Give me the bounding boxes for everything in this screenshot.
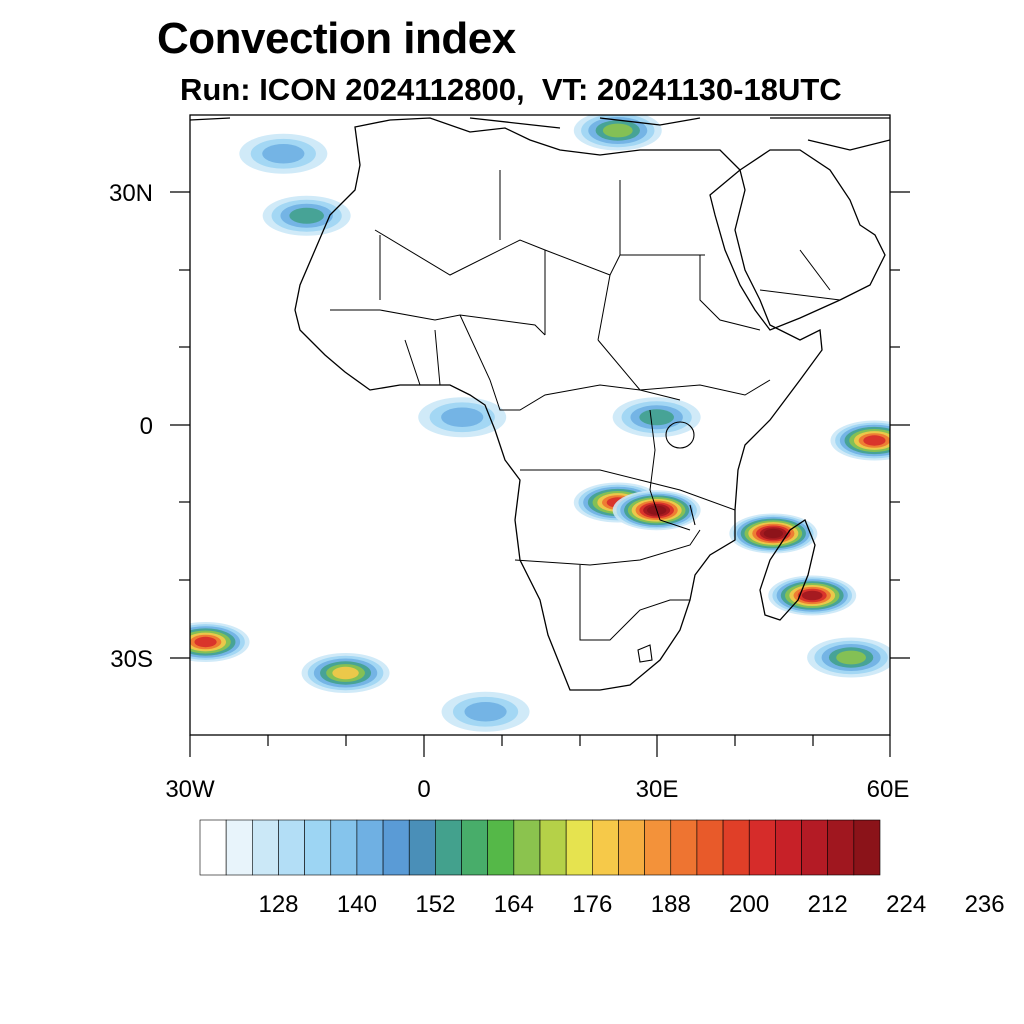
lat-label-30n: 30N <box>109 180 153 207</box>
colorbar-tick-label: 236 <box>965 891 1005 918</box>
colorbar-box <box>565 819 593 876</box>
convection-contour <box>801 590 823 601</box>
colorbar-box <box>853 819 881 876</box>
colorbar-box <box>775 819 802 876</box>
page-subtitle: Run: ICON 2024112800, VT: 20241130-18UTC <box>180 72 842 107</box>
country-borders <box>330 170 841 641</box>
convection-region <box>729 513 818 554</box>
colorbar-box <box>801 819 828 876</box>
convection-region <box>441 691 530 732</box>
convection-region <box>418 397 507 438</box>
colorbar-box <box>408 819 436 876</box>
convection-contour <box>194 636 217 648</box>
convection-contour <box>289 207 324 224</box>
latitude-labels: 30N 0 30S <box>109 180 153 673</box>
colorbar-box <box>487 819 515 876</box>
colorbar-labels: 128 140 152 164 176 188 200 212 224 236 <box>258 891 1004 918</box>
colorbar-box <box>304 819 332 876</box>
colorbar-tick-label: 128 <box>258 891 298 918</box>
convection-region <box>612 397 701 438</box>
convection-contour <box>836 650 867 665</box>
colorbar-box <box>199 819 227 876</box>
convection-region <box>301 653 390 693</box>
page-title: Convection index <box>157 14 516 63</box>
colorbar-box <box>513 819 541 876</box>
lon-label-30w: 30W <box>165 776 215 803</box>
convection-region <box>573 115 662 151</box>
convection-region <box>262 195 351 236</box>
colorbar-box <box>278 819 305 876</box>
colorbar-box <box>435 819 462 876</box>
convection-contour <box>639 409 674 426</box>
colorbar <box>199 819 881 876</box>
colorbar-box <box>722 819 750 876</box>
convection-contour <box>464 702 507 722</box>
convection-contour <box>262 144 305 164</box>
arabia-coastline <box>709 149 886 331</box>
convection-contour <box>332 666 359 680</box>
colorbar-box <box>827 819 855 876</box>
madagascar-coastline <box>759 519 816 621</box>
convection-region <box>239 133 328 174</box>
convection-contour <box>441 407 484 427</box>
colorbar-box <box>330 819 358 876</box>
convection-contour <box>602 123 633 138</box>
europe-coastline <box>190 117 890 151</box>
colorbar-tick-label: 224 <box>886 891 926 918</box>
colorbar-box <box>461 819 488 876</box>
lake-outlines <box>637 421 696 663</box>
lat-label-0: 0 <box>140 413 153 440</box>
colorbar-tick-label: 152 <box>415 891 455 918</box>
colorbar-box <box>382 819 410 876</box>
convection-region <box>190 622 250 662</box>
colorbar-box <box>670 819 698 876</box>
colorbar-box <box>539 819 567 876</box>
lon-label-30e: 30E <box>636 776 679 803</box>
coastlines <box>190 117 890 691</box>
colorbar-box <box>696 819 724 876</box>
colorbar-box <box>225 819 253 876</box>
lon-label-0: 0 <box>417 776 430 803</box>
convection-contour <box>763 528 784 539</box>
convection-field <box>190 115 890 732</box>
colorbar-tick-label: 188 <box>651 891 691 918</box>
colorbar-box <box>618 819 645 876</box>
lon-label-60e: 60E <box>867 776 910 803</box>
colorbar-tick-label: 212 <box>808 891 848 918</box>
colorbar-box <box>748 819 776 876</box>
convection-region <box>830 420 890 461</box>
convection-region <box>768 575 857 616</box>
colorbar-box <box>592 819 619 876</box>
convection-region <box>807 637 890 678</box>
colorbar-tick-label: 200 <box>729 891 769 918</box>
colorbar-tick-label: 164 <box>494 891 534 918</box>
convection-contour <box>863 435 886 446</box>
longitude-labels: 30W 0 30E 60E <box>165 776 909 803</box>
tick-marks <box>170 191 910 757</box>
africa-coastline <box>294 117 823 691</box>
colorbar-box <box>356 819 384 876</box>
colorbar-box <box>644 819 672 876</box>
colorbar-tick-label: 140 <box>337 891 377 918</box>
lat-label-30s: 30S <box>110 646 153 673</box>
colorbar-box <box>252 819 279 876</box>
colorbar-tick-label: 176 <box>572 891 612 918</box>
